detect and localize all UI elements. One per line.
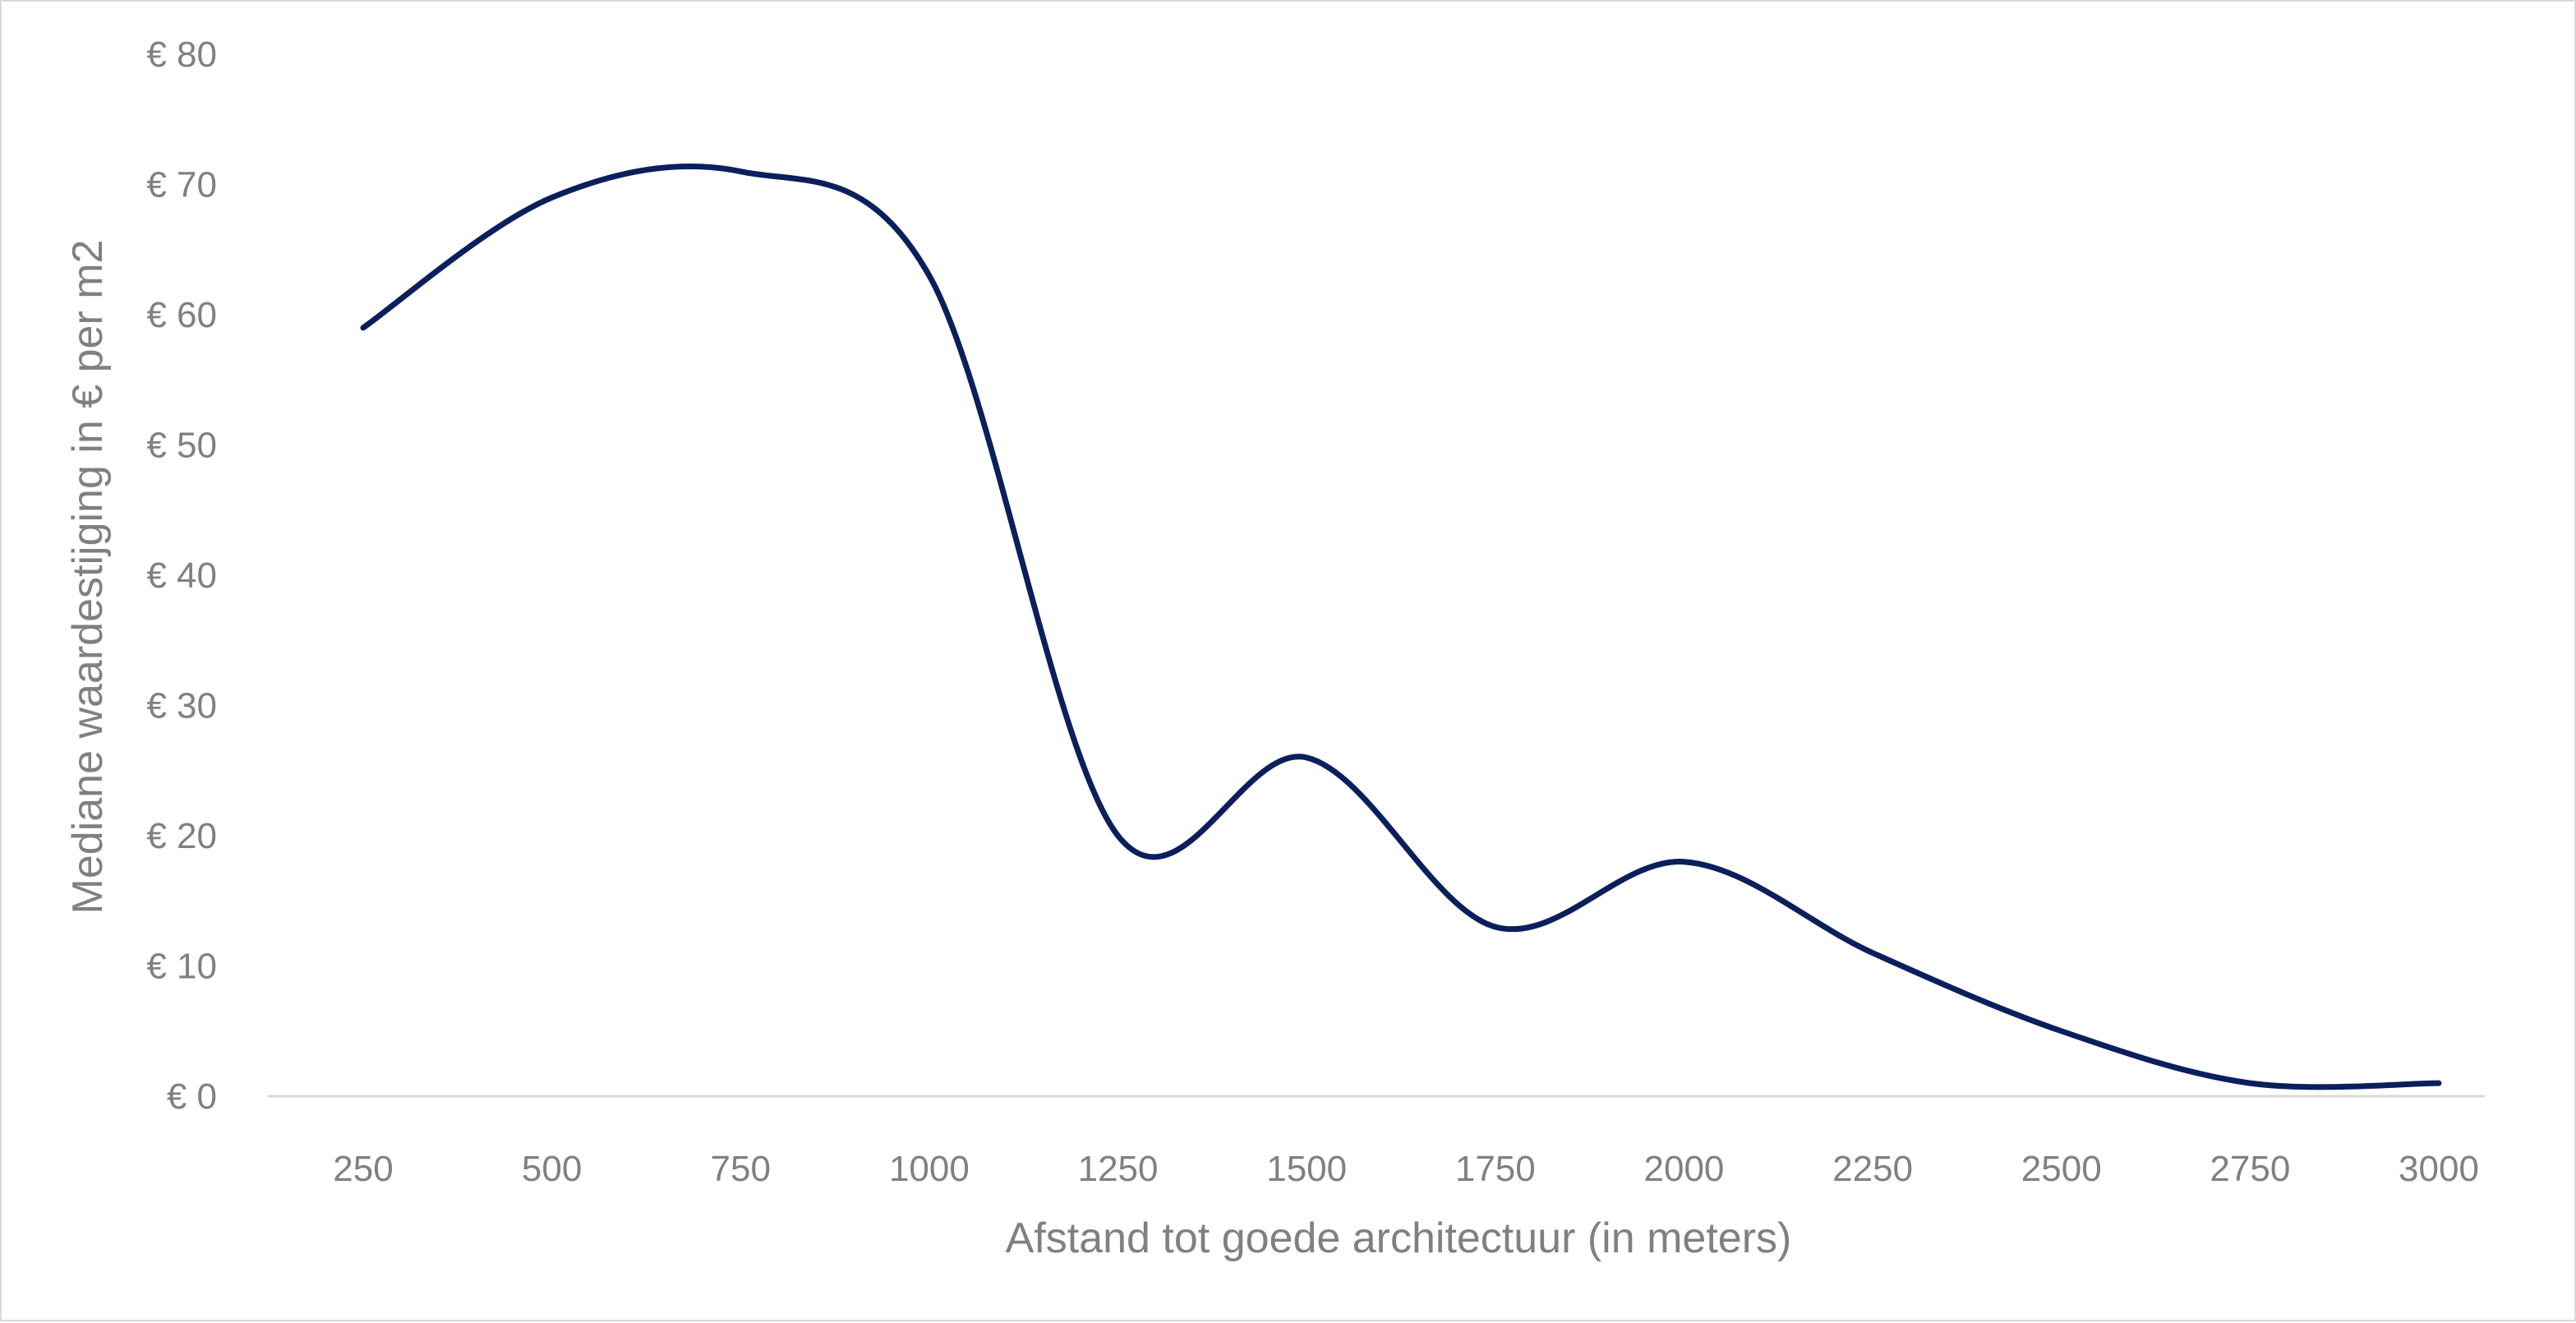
x-tick-label: 750 <box>711 1149 771 1189</box>
y-tick-label: € 30 <box>146 686 217 726</box>
y-tick-label: € 70 <box>146 165 217 205</box>
y-tick-label: € 40 <box>146 555 217 596</box>
x-tick-label: 500 <box>522 1149 582 1189</box>
y-tick-label: € 20 <box>146 816 217 856</box>
series-line <box>360 163 2442 1090</box>
x-tick-label: 2750 <box>2210 1149 2290 1189</box>
y-tick-label: € 50 <box>146 426 217 466</box>
x-tick-label: 3000 <box>2399 1149 2479 1189</box>
x-tick-label: 1000 <box>889 1149 970 1189</box>
x-tick-label: 2250 <box>1832 1149 1913 1189</box>
x-axis-title: Afstand tot goede architectuur (in meter… <box>1006 1215 1792 1262</box>
y-tick-label: € 80 <box>146 35 217 75</box>
x-tick-label: 1250 <box>1078 1149 1159 1189</box>
x-tick-label: 250 <box>333 1149 393 1189</box>
y-tick-label: € 0 <box>167 1076 217 1117</box>
x-tick-label: 1500 <box>1266 1149 1347 1189</box>
y-axis-title: Mediane waardestijging in € per m2 <box>64 240 112 915</box>
x-tick-label: 2500 <box>2021 1149 2102 1189</box>
y-tick-label: € 60 <box>146 295 217 335</box>
y-tick-label: € 10 <box>146 947 217 987</box>
x-tick-label: 1750 <box>1455 1149 1536 1189</box>
x-tick-label: 2000 <box>1644 1149 1725 1189</box>
